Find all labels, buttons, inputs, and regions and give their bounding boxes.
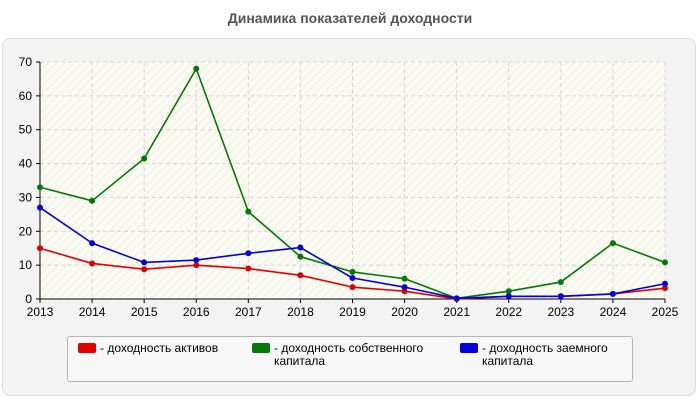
data-point-equity <box>609 240 616 247</box>
x-tick-label: 2018 <box>287 305 314 319</box>
data-point-assets <box>245 265 252 272</box>
data-point-equity <box>89 197 96 204</box>
data-point-equity <box>193 65 200 72</box>
legend-swatch-equity <box>252 343 270 353</box>
chart-title: Динамика показателей доходности <box>227 10 473 26</box>
legend-label-debt: - доходность заемного капитала <box>482 341 608 368</box>
data-point-debt <box>401 284 408 291</box>
x-tick-label: 2013 <box>27 305 54 319</box>
x-tick-label: 2021 <box>443 305 470 319</box>
data-point-debt <box>453 295 460 302</box>
data-point-equity <box>349 268 356 275</box>
data-point-debt <box>662 280 668 287</box>
data-point-equity <box>662 259 668 266</box>
x-tick-label: 2017 <box>235 305 262 319</box>
data-point-debt <box>245 250 252 257</box>
x-tick-label: 2015 <box>131 305 158 319</box>
y-tick-label: 50 <box>19 123 33 137</box>
data-point-equity <box>505 288 512 295</box>
y-tick-label: 60 <box>19 89 33 103</box>
data-point-assets <box>297 272 304 279</box>
data-point-assets <box>349 284 356 291</box>
data-point-equity <box>557 279 564 286</box>
data-point-equity <box>37 184 43 191</box>
x-tick-label: 2020 <box>391 305 418 319</box>
x-tick-label: 2024 <box>600 305 627 319</box>
chart-legend: - доходность активов - доходность собств… <box>67 336 633 382</box>
data-point-debt <box>349 275 356 282</box>
data-point-equity <box>401 275 408 282</box>
legend-swatch-debt <box>460 343 478 353</box>
x-tick-label: 2019 <box>339 305 366 319</box>
data-point-equity <box>245 208 252 215</box>
y-tick-label: 10 <box>19 258 33 272</box>
data-point-debt <box>505 293 512 300</box>
y-tick-label: 0 <box>25 292 32 306</box>
x-tick-label: 2014 <box>79 305 106 319</box>
data-point-debt <box>297 244 304 251</box>
legend-label-assets: - доходность активов <box>100 341 219 355</box>
data-point-debt <box>557 293 564 300</box>
x-tick-label: 2025 <box>652 305 679 319</box>
legend-swatch-assets <box>78 343 96 353</box>
data-point-debt <box>37 204 43 211</box>
data-point-assets <box>662 285 668 292</box>
x-tick-label: 2016 <box>183 305 210 319</box>
y-tick-label: 70 <box>19 55 33 69</box>
y-tick-label: 20 <box>19 224 33 238</box>
data-point-assets <box>89 260 96 267</box>
legend-label-equity: - доходность собственного капитала <box>274 341 424 368</box>
data-point-debt <box>89 240 96 247</box>
x-tick-label: 2022 <box>495 305 522 319</box>
data-point-assets <box>193 262 200 269</box>
data-point-debt <box>141 259 148 266</box>
y-tick-label: 40 <box>19 157 33 171</box>
y-tick-label: 30 <box>19 190 33 204</box>
data-point-equity <box>141 155 148 162</box>
data-point-debt <box>609 290 616 297</box>
data-point-equity <box>297 253 304 260</box>
data-point-debt <box>193 257 200 264</box>
x-tick-label: 2023 <box>547 305 574 319</box>
data-point-assets <box>141 266 148 273</box>
data-point-assets <box>37 245 43 252</box>
